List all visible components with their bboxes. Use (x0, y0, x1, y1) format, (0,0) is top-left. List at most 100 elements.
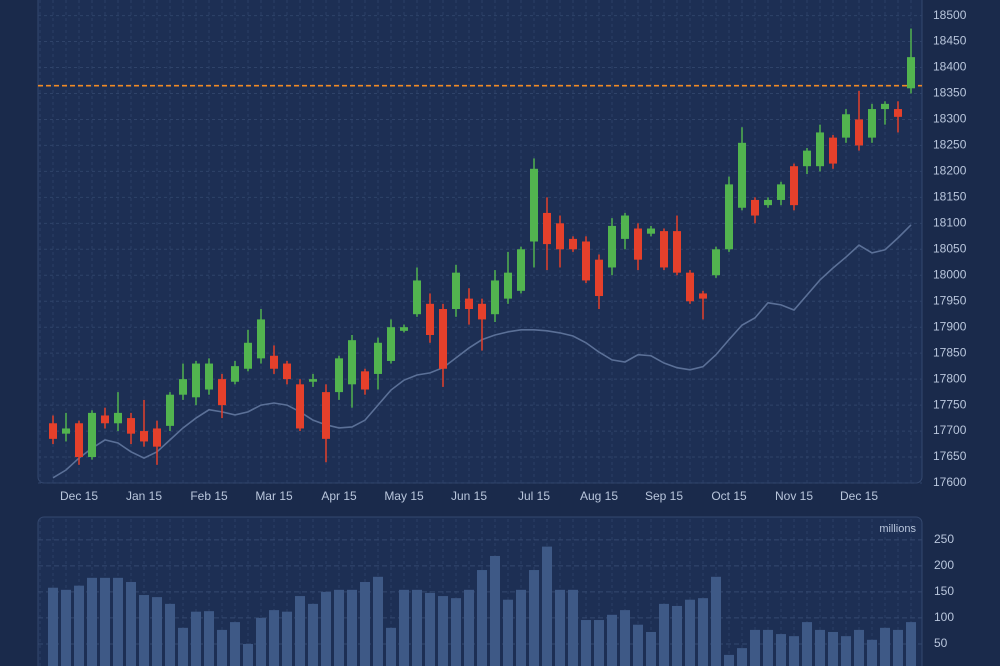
candle-body (62, 428, 70, 434)
y-axis-label: millions (879, 523, 916, 535)
candle-body (699, 293, 707, 299)
volume-bar (425, 592, 435, 666)
candle-body (75, 423, 83, 458)
volume-bar (672, 605, 682, 666)
candle-body (725, 184, 733, 250)
volume-bar (48, 587, 58, 666)
y-tick-label: 17900 (933, 319, 967, 333)
volume-bar (854, 629, 864, 666)
volume-bar (178, 627, 188, 666)
candle-body (348, 340, 356, 385)
volume-bar (74, 585, 84, 666)
volume-bar (802, 622, 812, 666)
volume-bar (568, 589, 578, 666)
volume-bar (451, 598, 461, 666)
volume-bar (139, 595, 149, 666)
volume-bar (464, 589, 474, 666)
candle-body (192, 363, 200, 398)
y-tick-label: 18500 (933, 8, 967, 22)
volume-bar (386, 627, 396, 666)
y-tick-label: 18350 (933, 86, 967, 100)
candle-body (140, 431, 148, 442)
volume-bar (243, 643, 253, 666)
volume-bar (633, 624, 643, 666)
candle-body (296, 384, 304, 429)
price-panel (37, 0, 923, 484)
candle-body (270, 355, 278, 369)
candle-body (309, 379, 317, 382)
candle-body (205, 363, 213, 390)
candle-body (452, 272, 460, 310)
volume-bar (789, 636, 799, 666)
volume-bar (347, 589, 357, 666)
candle-body (712, 249, 720, 276)
volume-bar (308, 603, 318, 666)
candle-body (530, 168, 538, 242)
x-tick-label: Dec 15 (840, 489, 878, 503)
y-tick-label: 18000 (933, 267, 967, 281)
y-tick-label: 17800 (933, 371, 967, 385)
candle-body (634, 228, 642, 260)
y-tick-label: 17950 (933, 293, 967, 307)
x-tick-label: Mar 15 (255, 489, 293, 503)
y-tick-label: 18050 (933, 241, 967, 255)
candle-body (881, 103, 889, 110)
x-tick-label: Jul 15 (518, 489, 550, 503)
candle-body (114, 412, 122, 424)
y-tick-label: 17750 (933, 397, 967, 411)
volume-bar (321, 591, 331, 666)
x-tick-label: Aug 15 (580, 489, 618, 503)
x-tick-label: Jun 15 (451, 489, 487, 503)
candle-body (88, 412, 96, 458)
volume-bar (659, 603, 669, 666)
candle-body (894, 109, 902, 117)
y-tick-label: 17600 (933, 475, 967, 489)
volume-bar (685, 599, 695, 666)
candle-body (790, 166, 798, 206)
candle-body (465, 298, 473, 310)
candle-body (673, 231, 681, 273)
candle-body (660, 231, 668, 268)
candle-body (335, 358, 343, 393)
x-tick-label: Jan 15 (126, 489, 162, 503)
candle-body (842, 114, 850, 138)
volume-bar (295, 596, 305, 666)
candle-body (517, 249, 525, 291)
x-tick-label: Apr 15 (321, 489, 357, 503)
candle-body (283, 363, 291, 380)
candle-body (647, 228, 655, 234)
volume-bar (646, 631, 656, 666)
candle-body (621, 215, 629, 239)
volume-bar (880, 627, 890, 666)
candle-body (608, 225, 616, 268)
volume-bar (269, 610, 279, 666)
volume-bar (61, 589, 71, 666)
x-tick-label: Oct 15 (711, 489, 747, 503)
volume-bar (893, 629, 903, 666)
volume-bar (542, 546, 552, 666)
volume-bar (165, 603, 175, 666)
y-tick-label: 18250 (933, 138, 967, 152)
y-tick-label: 17850 (933, 345, 967, 359)
volume-bar (776, 634, 786, 666)
y-tick-label: 18150 (933, 190, 967, 204)
candle-body (439, 309, 447, 369)
candle-body (855, 119, 863, 146)
volume-bar (737, 648, 747, 666)
volume-bar (620, 610, 630, 666)
volume-bar (399, 589, 409, 666)
candle-body (478, 303, 486, 320)
volume-bar (360, 582, 370, 666)
candle-body (686, 272, 694, 302)
candle-body (179, 379, 187, 395)
volume-bar (724, 654, 734, 666)
candle-body (829, 137, 837, 164)
volume-bar (555, 589, 565, 666)
candle-body (49, 423, 57, 439)
candle-body (322, 392, 330, 439)
candle-body (582, 241, 590, 281)
y-tick-label: 18200 (933, 164, 967, 178)
candle-body (153, 428, 161, 447)
volume-bar (516, 589, 526, 666)
